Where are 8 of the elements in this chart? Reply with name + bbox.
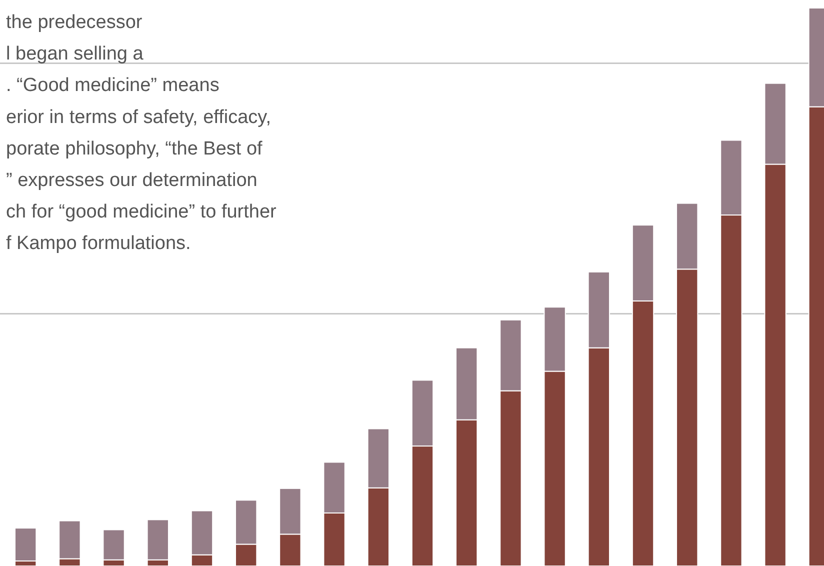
annotation: f Kampo formulations. <box>6 233 191 254</box>
annotation: the predecessor <box>6 12 143 33</box>
annotation: erior in terms of safety, efficacy, <box>6 106 272 128</box>
annotation: . “Good medicine” means <box>6 75 220 96</box>
annotation: ” expresses our determination <box>6 170 258 191</box>
annotation: l began selling a <box>6 44 144 65</box>
annotation: ch for “good medicine” to further <box>6 202 278 223</box>
annotation: porate philosophy, “the Best of <box>6 138 264 160</box>
